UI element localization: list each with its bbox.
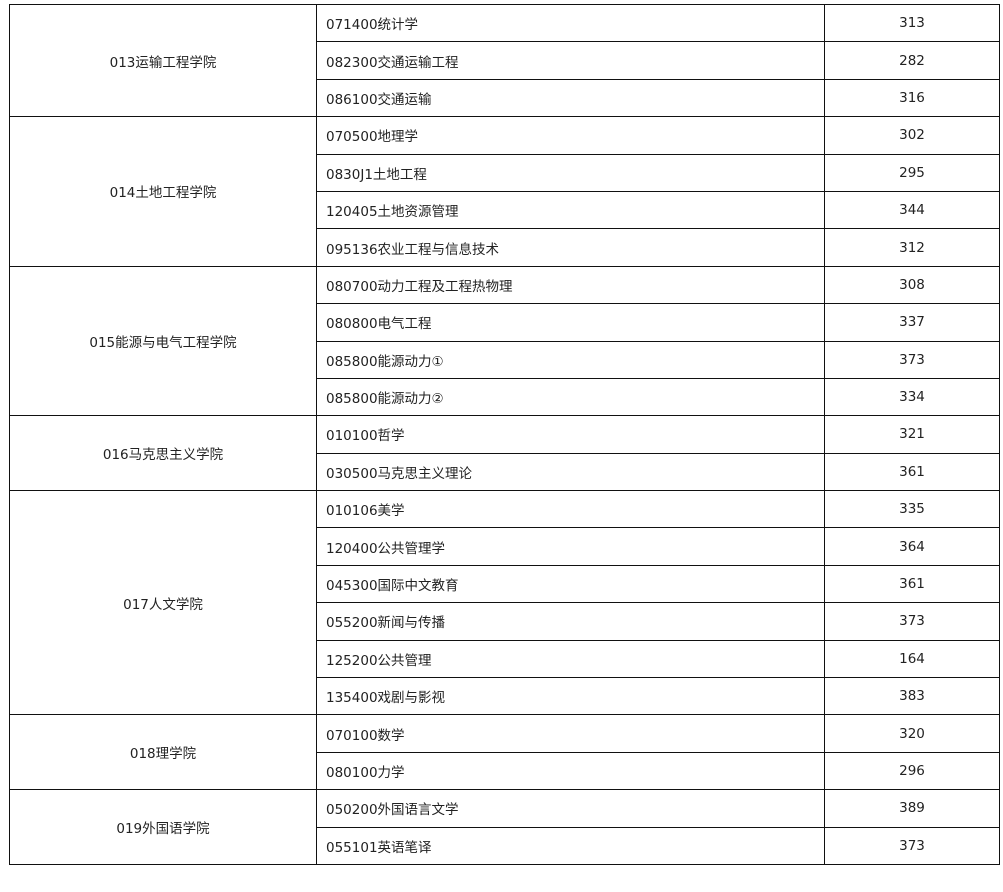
major-cell: 070500地理学 bbox=[316, 116, 825, 155]
college-cell: 016马克思主义学院 bbox=[9, 415, 317, 492]
table-row: 086100交通运输 316 bbox=[10, 78, 1000, 118]
score-cell: 320 bbox=[824, 714, 1000, 753]
score-cell: 361 bbox=[824, 452, 1000, 492]
table-row: 120405土地资源管理 344 bbox=[10, 190, 1000, 230]
table-row: 080100力学 296 bbox=[10, 751, 1000, 791]
table-row: 045300国际中文教育 361 bbox=[10, 564, 1000, 604]
table-row: 019外国语学院 050200外国语言文学 389 bbox=[9, 789, 1000, 865]
table-row: 018理学院 070100数学 320 bbox=[9, 714, 1000, 791]
table-row: 014土地工程学院 070500地理学 302 bbox=[9, 116, 1000, 267]
major-cell: 055200新闻与传播 bbox=[316, 602, 825, 641]
score-cell: 373 bbox=[824, 340, 1000, 379]
table-row: 016马克思主义学院 010100哲学 321 bbox=[9, 415, 1000, 492]
major-cell: 0830J1土地工程 bbox=[316, 153, 825, 192]
college-cell: 017人文学院 bbox=[9, 490, 317, 716]
table-row: 0830J1土地工程 295 bbox=[10, 153, 1000, 192]
major-cell: 070100数学 bbox=[316, 714, 825, 753]
table-row: 135400戏剧与影视 383 bbox=[10, 677, 1000, 716]
college-cell: 014土地工程学院 bbox=[9, 116, 317, 267]
major-cell: 010106美学 bbox=[316, 490, 825, 529]
score-cell: 282 bbox=[824, 41, 1000, 80]
major-cell: 120400公共管理学 bbox=[316, 527, 825, 566]
major-cell: 010100哲学 bbox=[316, 415, 825, 454]
major-cell: 095136农业工程与信息技术 bbox=[316, 228, 825, 267]
score-table-body: 013运输工程学院 071400统计学 313 082300交通运输工程 282 0861… bbox=[9, 3, 1000, 865]
score-cell: 335 bbox=[824, 490, 1000, 529]
score-cell: 316 bbox=[824, 78, 1000, 118]
score-cell: 361 bbox=[824, 564, 1000, 604]
score-cell: 334 bbox=[824, 377, 1000, 417]
major-cell: 030500马克思主义理论 bbox=[316, 452, 825, 492]
major-cell: 135400戏剧与影视 bbox=[316, 677, 825, 716]
score-cell: 295 bbox=[824, 153, 1000, 192]
major-cell: 050200外国语言文学 bbox=[316, 789, 825, 828]
major-cell: 045300国际中文教育 bbox=[316, 564, 825, 604]
table-row: 055200新闻与传播 373 bbox=[10, 602, 1000, 641]
score-cell: 308 bbox=[824, 265, 1000, 305]
table-row: 017人文学院 010106美学 335 bbox=[9, 490, 1000, 716]
major-cell: 086100交通运输 bbox=[316, 78, 825, 118]
major-cell: 080700动力工程及工程热物理 bbox=[316, 265, 825, 305]
score-cell: 312 bbox=[824, 228, 1000, 267]
score-cell: 389 bbox=[824, 789, 1000, 828]
score-cell: 373 bbox=[824, 826, 1000, 865]
college-cell: 013运输工程学院 bbox=[9, 3, 317, 118]
score-cell: 313 bbox=[824, 3, 1000, 43]
score-cell: 296 bbox=[824, 751, 1000, 791]
table-row: 015能源与电气工程学院 080700动力工程及工程热物理 308 bbox=[9, 265, 1000, 417]
table-row: 030500马克思主义理论 361 bbox=[10, 452, 1000, 492]
table-row: 085800能源动力② 334 bbox=[10, 377, 1000, 417]
score-cell: 337 bbox=[824, 303, 1000, 342]
table-row: 080800电气工程 337 bbox=[10, 303, 1000, 342]
score-cell: 383 bbox=[824, 677, 1000, 716]
score-cell: 364 bbox=[824, 527, 1000, 566]
major-cell: 080100力学 bbox=[316, 751, 825, 791]
score-table: 013运输工程学院 071400统计学 313 082300交通运输工程 282 0861… bbox=[9, 3, 1000, 865]
major-cell: 082300交通运输工程 bbox=[316, 41, 825, 80]
major-cell: 055101英语笔译 bbox=[316, 826, 825, 865]
table-row: 095136农业工程与信息技术 312 bbox=[10, 228, 1000, 267]
table-row: 055101英语笔译 373 bbox=[10, 826, 1000, 865]
major-cell: 071400统计学 bbox=[316, 3, 825, 43]
major-cell: 125200公共管理 bbox=[316, 639, 825, 679]
table-row: 082300交通运输工程 282 bbox=[10, 41, 1000, 80]
table-row: 125200公共管理 164 bbox=[10, 639, 1000, 679]
score-cell: 164 bbox=[824, 639, 1000, 679]
college-cell: 015能源与电气工程学院 bbox=[9, 265, 317, 417]
major-cell: 120405土地资源管理 bbox=[316, 190, 825, 230]
college-cell: 018理学院 bbox=[9, 714, 317, 791]
college-cell: 019外国语学院 bbox=[9, 789, 317, 865]
score-cell: 321 bbox=[824, 415, 1000, 454]
score-cell: 373 bbox=[824, 602, 1000, 641]
score-cell: 344 bbox=[824, 190, 1000, 230]
major-cell: 080800电气工程 bbox=[316, 303, 825, 342]
table-row: 085800能源动力① 373 bbox=[10, 340, 1000, 379]
major-cell: 085800能源动力② bbox=[316, 377, 825, 417]
table-row: 013运输工程学院 071400统计学 313 bbox=[9, 3, 1000, 118]
score-cell: 302 bbox=[824, 116, 1000, 155]
major-cell: 085800能源动力① bbox=[316, 340, 825, 379]
